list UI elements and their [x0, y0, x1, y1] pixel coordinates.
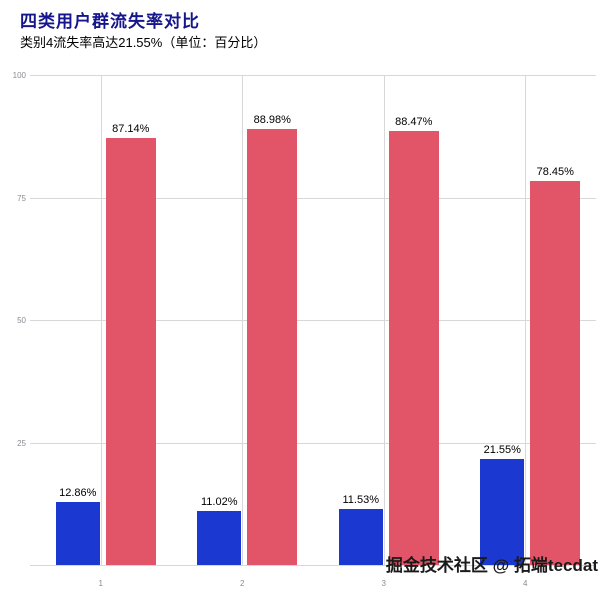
blue-bar: [480, 459, 525, 565]
y-tick-label: 50: [17, 316, 26, 325]
y-tick-label: 25: [17, 438, 26, 448]
bar-value-label: 12.86%: [59, 486, 97, 499]
y-gridline: [30, 197, 596, 199]
x-tick-label: 1: [98, 579, 103, 588]
x-gridline: [383, 75, 385, 565]
plot-area: 25 50 75 100 1 12.86% 87.14% 2 11.02% 88.98% 3 11.5…: [13, 71, 596, 588]
x-gridline: [525, 75, 527, 565]
y-gridline: [30, 442, 596, 444]
x-tick-label: 4: [523, 579, 528, 588]
x-gridline: [100, 75, 102, 565]
x-tick-label: 2: [240, 579, 245, 588]
bar-value-label: 11.02%: [201, 496, 238, 508]
y-gridline: [30, 320, 596, 321]
bar-value-label: 21.55%: [483, 444, 521, 457]
x-gridline: [242, 75, 244, 565]
bar-value-label: 87.14%: [112, 123, 150, 135]
blue-bar: [197, 511, 242, 565]
y-tick-label: 100: [12, 71, 26, 80]
blue-bar: [55, 501, 100, 565]
bar-value-label: 11.53%: [342, 493, 380, 506]
bar-value-label: 78.45%: [536, 165, 574, 178]
x-tick-label: 3: [381, 579, 386, 588]
y-gridline: [30, 565, 596, 566]
red-bar: [247, 128, 298, 565]
watermark: 掘金技术社区 @ 拓端tecdat: [385, 556, 598, 575]
y-gridline: [30, 75, 596, 76]
red-bar: [105, 138, 156, 565]
chart-title: 四类用户群流失率对比: [20, 12, 200, 31]
bar-value-label: 88.47%: [395, 116, 433, 129]
y-tick-label: 75: [17, 193, 26, 203]
bar-value-label: 88.98%: [253, 113, 291, 126]
red-bar: [530, 180, 581, 565]
chart-subtitle: 类别4流失率高达21.55%（单位：百分比）: [20, 35, 267, 50]
blue-bar: [338, 508, 383, 565]
red-bar: [388, 131, 439, 565]
